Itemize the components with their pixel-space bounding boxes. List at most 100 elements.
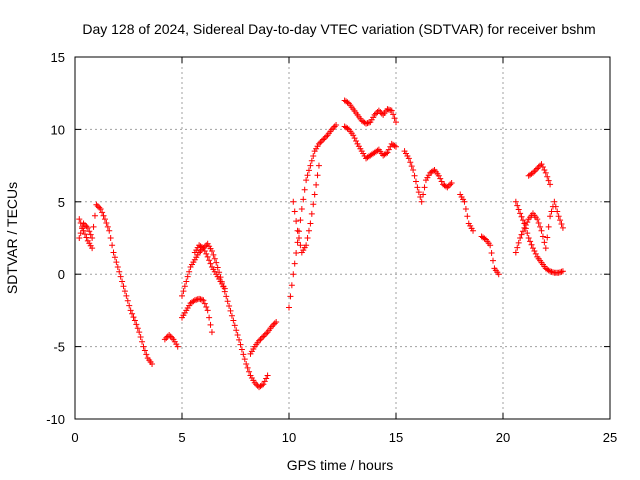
data-point <box>297 217 304 224</box>
data-point <box>390 111 397 118</box>
data-point <box>143 351 150 358</box>
data-point <box>353 137 360 144</box>
data-points <box>76 97 566 391</box>
data-point <box>310 152 317 159</box>
data-point <box>167 333 174 340</box>
data-point <box>462 206 469 213</box>
data-point <box>240 351 247 358</box>
data-point <box>204 307 211 314</box>
data-point <box>257 336 264 343</box>
data-point <box>264 372 271 379</box>
data-point <box>161 336 168 343</box>
data-point <box>414 184 421 191</box>
data-point <box>256 337 263 344</box>
data-point <box>538 161 545 168</box>
data-point <box>99 209 106 216</box>
data-point <box>539 164 546 171</box>
data-point <box>393 119 399 126</box>
x-tick-label: 25 <box>603 430 617 445</box>
data-point <box>241 356 248 363</box>
data-point <box>294 239 301 246</box>
data-point <box>542 245 549 252</box>
data-point <box>261 332 268 339</box>
data-point <box>200 245 207 252</box>
data-point <box>243 360 250 367</box>
data-point <box>374 147 381 154</box>
data-point <box>418 198 425 205</box>
data-point <box>383 150 390 157</box>
data-point <box>528 241 535 248</box>
y-tick-label: 5 <box>58 195 65 210</box>
data-point <box>375 107 382 114</box>
data-point <box>541 166 548 173</box>
data-point <box>183 278 190 285</box>
data-point <box>293 249 300 256</box>
data-point <box>444 184 451 191</box>
y-tick-label: 0 <box>58 267 65 282</box>
y-tick-label: 10 <box>51 122 65 137</box>
data-point <box>80 227 87 234</box>
data-point <box>83 234 90 241</box>
data-point <box>464 213 471 220</box>
data-point <box>531 248 538 255</box>
data-point <box>559 224 566 231</box>
data-point <box>517 235 524 241</box>
data-point <box>314 172 321 179</box>
data-point <box>330 124 337 131</box>
data-point <box>518 231 525 238</box>
data-point <box>391 142 398 149</box>
data-point <box>435 172 442 179</box>
data-point <box>519 228 526 235</box>
data-point <box>97 206 104 213</box>
data-point <box>123 292 130 299</box>
data-point <box>514 202 521 209</box>
data-point <box>141 347 148 354</box>
data-point <box>106 227 113 234</box>
data-point <box>307 162 314 169</box>
data-point <box>388 107 395 114</box>
data-point <box>531 168 538 175</box>
data-point <box>198 244 205 251</box>
data-point <box>310 201 317 208</box>
data-point <box>303 177 310 184</box>
data-point <box>315 140 322 147</box>
data-point <box>286 304 292 311</box>
data-point <box>181 283 188 290</box>
data-point <box>487 242 494 249</box>
data-point <box>129 310 136 317</box>
data-point <box>519 217 526 224</box>
data-point <box>298 206 305 213</box>
data-point <box>321 135 328 142</box>
data-point <box>311 191 318 198</box>
data-point <box>373 110 380 117</box>
data-point <box>377 109 384 116</box>
data-point <box>100 212 107 219</box>
data-point <box>230 317 237 324</box>
data-point <box>207 321 214 328</box>
data-point <box>131 317 138 324</box>
data-point <box>79 223 86 230</box>
data-point <box>231 322 238 329</box>
data-point <box>103 220 110 227</box>
data-point <box>228 312 235 319</box>
data-point <box>76 235 83 241</box>
data-point <box>445 182 452 189</box>
x-tick-label: 10 <box>282 430 296 445</box>
data-point <box>524 219 531 226</box>
data-point <box>420 191 427 198</box>
data-point <box>557 217 564 224</box>
x-tick-label: 15 <box>389 430 403 445</box>
data-point <box>532 250 539 257</box>
data-point <box>544 234 551 241</box>
data-point <box>89 245 96 252</box>
data-point <box>76 216 83 223</box>
chart-title: Day 128 of 2024, Sidereal Day-to-day VTE… <box>82 21 595 37</box>
data-point <box>258 334 265 341</box>
data-point <box>521 224 528 231</box>
data-point <box>517 210 524 217</box>
data-point <box>91 212 98 219</box>
data-point <box>290 271 297 278</box>
data-point <box>290 198 297 205</box>
x-axis-label: GPS time / hours <box>287 457 394 473</box>
data-point <box>233 327 240 334</box>
